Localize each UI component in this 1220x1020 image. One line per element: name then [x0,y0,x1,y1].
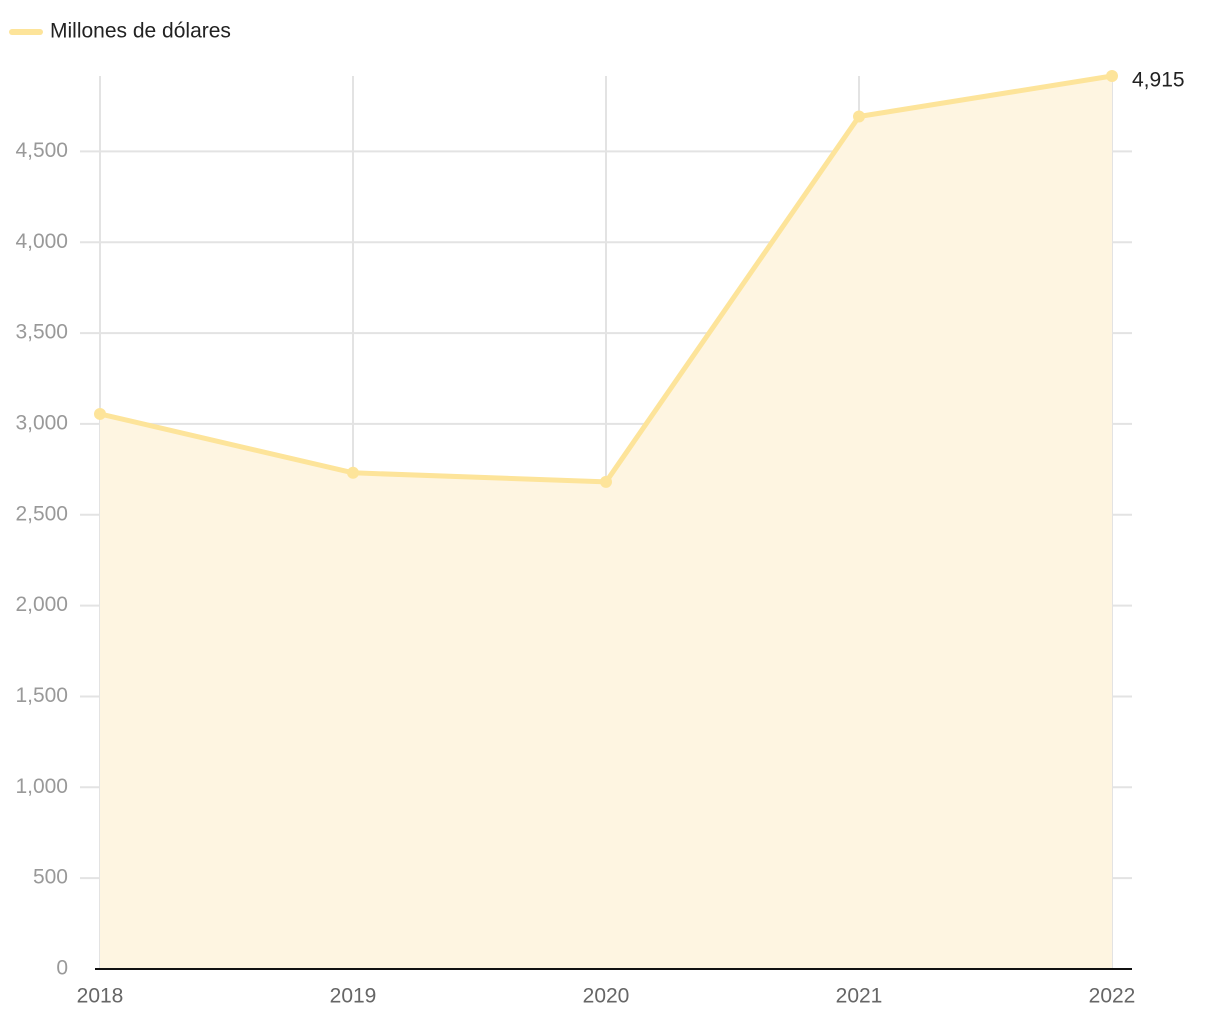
point [94,407,106,420]
y-tick-label: 3,000 [15,411,68,434]
value-label: 4,915 [1132,69,1185,92]
point [600,475,612,488]
x-tick-label: 2022 [1089,985,1136,1008]
y-tick-label: 0 [56,957,68,980]
y-tick-label: 1,000 [15,775,68,798]
y-tick-label: 1,500 [15,684,68,707]
x-tick-label: 2021 [836,985,883,1008]
x-tick-label: 2020 [583,985,630,1008]
point [347,466,359,479]
y-tick-label: 4,000 [15,230,68,253]
area [100,76,1112,969]
y-tick-label: 2,000 [15,593,68,616]
legend-label: Millones de dólares [50,20,231,43]
point [853,110,865,123]
x-tick-label: 2018 [77,985,124,1008]
y-tick-label: 500 [33,866,68,889]
x-tick-label: 2019 [330,985,377,1008]
y-tick-label: 2,500 [15,502,68,525]
point [1106,70,1118,82]
y-tick-label: 4,500 [15,139,68,162]
y-tick-label: 3,500 [15,321,68,344]
